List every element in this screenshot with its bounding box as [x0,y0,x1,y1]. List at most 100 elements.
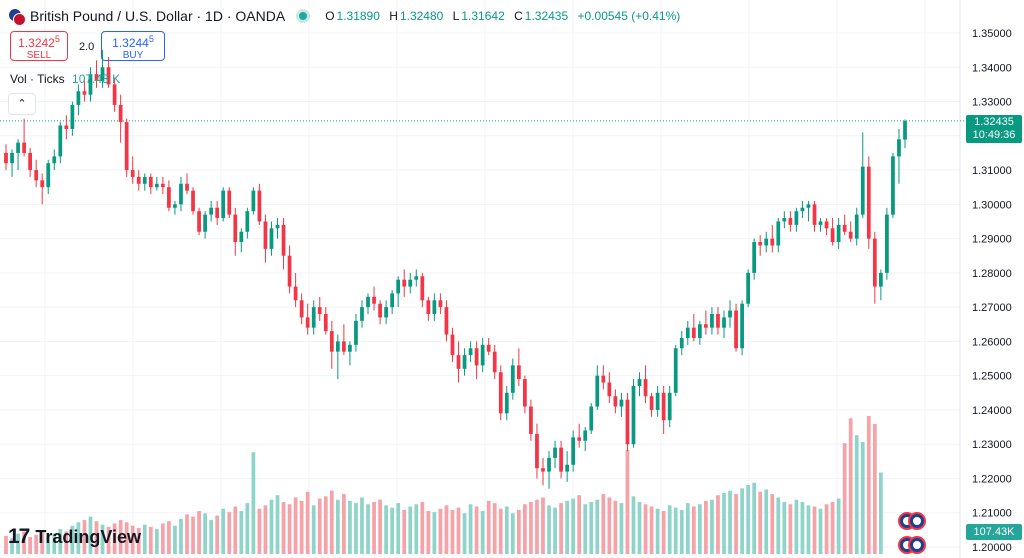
volume-bar [818,508,823,554]
volume-bar [830,501,835,554]
volume-bar [396,503,401,554]
candle-body [432,300,437,314]
volume-bar [486,500,491,554]
candle-body [94,74,99,81]
close-value: 1.32435 [524,9,569,23]
volume-bar [239,511,244,554]
volume-bar [498,508,503,554]
sell-price: 1.32425 [18,34,60,50]
volume-bar [571,498,576,554]
volume-bar [305,491,310,554]
candle-body [498,372,503,414]
volume-bar [112,523,117,554]
candle-body [854,214,859,239]
candle-body [52,156,57,164]
volume-bar [480,511,485,554]
volume-legend[interactable]: Vol · Ticks 107.43 K [10,72,120,86]
buy-button[interactable]: 1.32445 BUY [101,31,165,61]
candle-body [806,204,811,208]
candle-body [716,313,720,328]
candle-body [704,324,708,328]
close-label: C [514,9,523,23]
candle-body [740,303,744,349]
volume-bar [185,514,189,554]
volume-bar [752,482,757,554]
volume-bar [456,507,461,554]
candle-body [426,300,431,314]
volume-bar [637,501,642,554]
candle-body [613,396,618,407]
buy-price: 1.32445 [112,34,154,50]
volume-bar [860,442,865,554]
volume-bar [100,524,105,554]
candle-body [637,379,642,386]
candle-body [293,286,298,301]
volume-bar [323,496,328,554]
volume-bar [161,523,165,554]
volume-bar [824,504,829,554]
candle-body [565,464,569,472]
candle-body [299,300,304,318]
volume-bar [317,498,322,554]
volume-bar [685,503,690,554]
volume-bar [553,507,557,554]
volume-bar [360,497,364,554]
candle-body [396,279,401,294]
volume-bar [426,511,431,554]
candle-body [474,348,479,366]
y-tick-label: 1.21000 [972,508,1012,520]
candle-body [342,341,346,352]
candle-body [390,293,395,308]
volume-bar [438,508,443,554]
volume-bar [649,506,654,554]
volume-bar [94,521,99,554]
volume-bar [4,535,8,554]
candle-body [818,221,823,225]
volume-bar [842,443,847,554]
volume-bar [589,501,594,554]
volume-bar [372,501,376,554]
volume-bar [788,504,793,554]
volume-bar [450,509,455,554]
candle-body [824,221,829,229]
currency-event-icon[interactable] [908,536,926,554]
volume-bar [227,512,232,554]
volume-bar [529,501,533,554]
volume-bar [565,500,569,554]
volume-bar [22,531,26,554]
volume-bar [595,499,600,554]
chevron-up-icon[interactable]: ⌃ [8,93,36,115]
sell-button[interactable]: 1.32425 SELL [10,31,68,61]
sell-label: SELL [26,50,52,61]
volume-bar [601,494,606,554]
volume-bar [559,503,563,554]
candle-body [251,190,256,212]
candle-body [788,218,793,225]
volume-bar [764,489,769,554]
volume-bar [142,524,147,554]
candle-body [287,255,292,287]
candle-body [76,91,81,105]
candle-body [607,382,612,397]
volume-bar [179,518,183,554]
candle-body [450,334,455,356]
candle-body [667,392,672,421]
candle-body [510,365,515,393]
candle-body [88,74,93,95]
candle-body [402,279,407,287]
y-tick-label: 1.35000 [972,28,1012,40]
candle-body [209,207,214,215]
candle-body [577,437,582,441]
volume-bar [329,490,334,554]
candle-body [227,190,232,215]
volume-bar [16,533,20,554]
volume-bar [76,522,81,554]
candle-body [444,307,449,335]
symbol-title[interactable]: British Pound / U.S. Dollar · 1D · OANDA [30,8,286,24]
candle-body [378,303,382,318]
currency-event-icon[interactable] [908,512,926,530]
volume-bar [577,495,582,554]
tradingview-logo[interactable]: 17 TradingView [8,525,141,549]
volume-bar [293,497,298,554]
